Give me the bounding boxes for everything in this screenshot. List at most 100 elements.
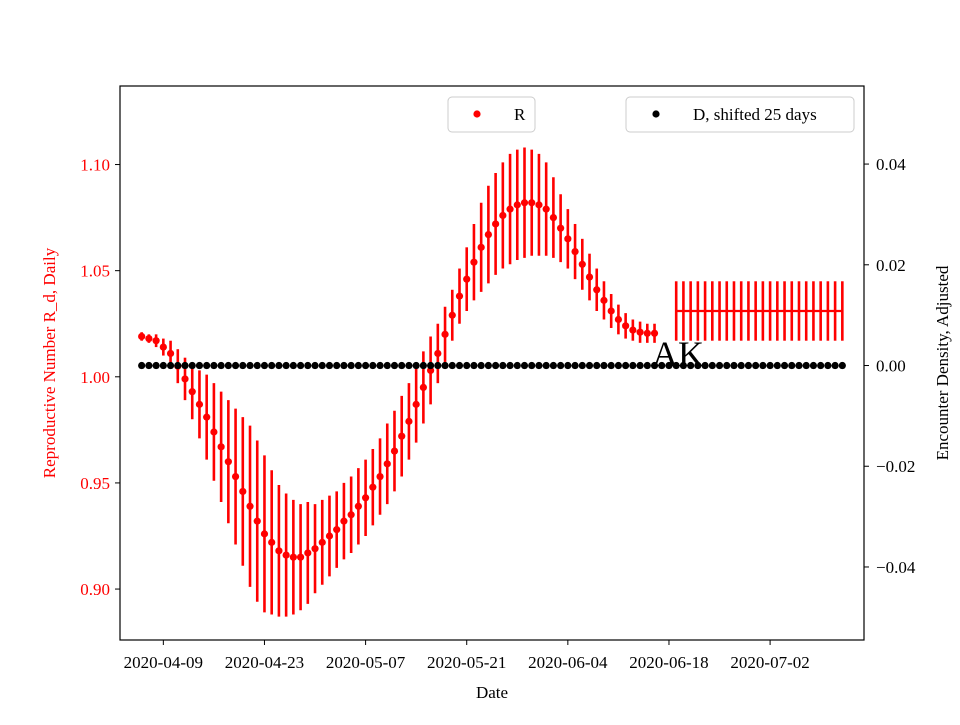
d-point: [687, 361, 695, 370]
r-point: [333, 526, 341, 534]
d-point: [701, 361, 709, 370]
r-point: [246, 502, 254, 510]
d-point: [528, 361, 536, 370]
left-tick-label: 0.90: [80, 580, 110, 599]
d-point: [470, 361, 478, 370]
r-point: [607, 307, 615, 315]
r-point: [629, 326, 637, 334]
r-point: [492, 220, 500, 228]
r-point: [369, 483, 377, 491]
legend-r-box: [447, 96, 536, 133]
d-point: [665, 361, 673, 370]
r-point: [405, 417, 413, 425]
d-point: [412, 361, 420, 370]
r-point: [318, 538, 326, 546]
d-point: [535, 361, 543, 370]
d-point: [571, 361, 579, 370]
r-point: [650, 329, 659, 337]
r-point: [224, 458, 232, 466]
d-point: [347, 361, 355, 370]
d-point: [268, 361, 276, 370]
left-tick-label: 1.05: [80, 262, 110, 281]
r-point: [585, 273, 594, 281]
r-point: [578, 260, 586, 268]
x-tick-label: 2020-04-09: [124, 653, 203, 672]
r-point: [600, 296, 608, 304]
d-point: [520, 361, 529, 370]
r-point: [441, 330, 449, 338]
r-point: [506, 205, 514, 213]
r-point: [138, 332, 146, 341]
r-point: [145, 334, 153, 343]
d-point: [138, 361, 146, 370]
r-point: [195, 400, 204, 408]
r-point: [311, 545, 319, 553]
legend-r: R: [447, 96, 536, 133]
r-point: [210, 428, 218, 436]
d-point: [231, 361, 240, 370]
d-point: [650, 361, 659, 370]
r-point: [260, 530, 269, 538]
d-point: [723, 361, 731, 370]
d-point: [744, 361, 753, 370]
r-point: [542, 205, 550, 213]
r-point: [166, 349, 175, 358]
r-points: [138, 199, 659, 561]
r-point: [571, 247, 579, 256]
left-tick-label: 1.10: [80, 156, 110, 175]
d-point: [759, 361, 767, 370]
d-point: [398, 361, 406, 370]
d-point: [542, 361, 550, 370]
x-axis-label: Date: [476, 683, 508, 702]
d-point: [289, 361, 297, 370]
r-point: [484, 230, 492, 239]
d-point: [217, 361, 225, 370]
r-point: [340, 517, 348, 525]
d-point: [629, 361, 637, 370]
d-point: [578, 361, 586, 370]
left-axis-ticks: 0.90 0.95 1.00 1.05 1.10: [80, 156, 120, 599]
r-point: [296, 553, 305, 561]
d-point: [455, 361, 464, 370]
d-point: [831, 361, 839, 370]
r-point: [564, 235, 572, 243]
d-point: [369, 361, 377, 370]
d-point: [441, 361, 449, 370]
d-point: [614, 361, 623, 370]
d-point: [224, 361, 232, 370]
d-point: [499, 361, 507, 370]
d-point: [622, 361, 630, 370]
x-tick-label: 2020-05-21: [427, 653, 506, 672]
d-point: [203, 361, 211, 370]
d-point: [318, 361, 326, 370]
d-point: [513, 361, 521, 370]
state-annotation: AK: [652, 334, 704, 374]
d-point: [802, 361, 810, 370]
d-point: [679, 361, 688, 370]
d-point: [766, 361, 774, 370]
d-point: [239, 361, 247, 370]
r-point: [419, 383, 427, 392]
d-point: [549, 361, 557, 370]
d-point: [311, 361, 319, 370]
d-point: [795, 361, 803, 370]
d-point: [838, 361, 846, 370]
r-point: [622, 322, 630, 330]
d-point: [658, 361, 666, 370]
d-point: [383, 361, 391, 370]
right-tick-label: 0.04: [876, 155, 906, 174]
right-axis-ticks: −0.04 −0.02 0.00 0.02 0.04: [864, 155, 916, 577]
d-point: [361, 361, 370, 370]
d-point: [419, 361, 427, 370]
r-point: [513, 201, 521, 209]
r-point: [434, 349, 442, 358]
legend-d-label: D, shifted 25 days: [693, 105, 817, 124]
d-point: [607, 361, 615, 370]
r-point: [282, 551, 290, 559]
d-point: [737, 361, 745, 370]
legend-d-marker: [652, 110, 660, 118]
d-point: [824, 361, 832, 370]
r-point: [203, 413, 211, 421]
right-axis-label: Encounter Density, Adjusted: [933, 265, 952, 460]
